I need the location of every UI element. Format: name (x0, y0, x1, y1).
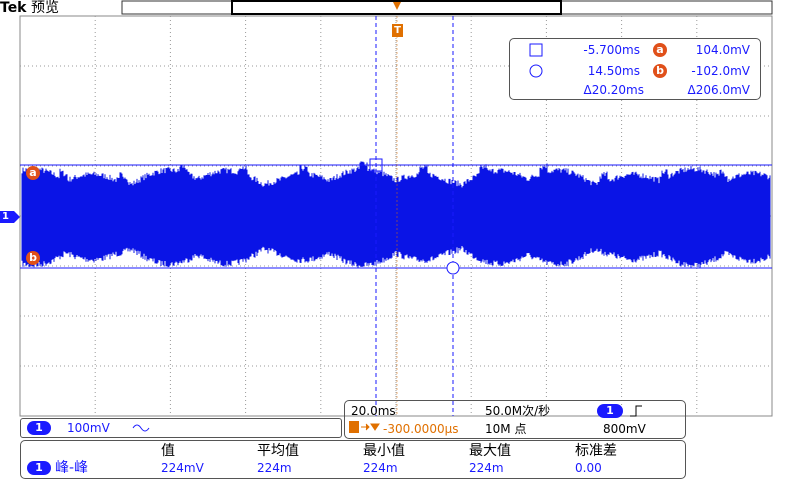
channel-marker (0, 211, 20, 223)
trigger-source: 1 (597, 404, 623, 418)
waveform (21, 161, 771, 269)
cursor-a-value: 104.0mV (695, 43, 750, 57)
cursor-b-badge: b (653, 64, 667, 78)
mode: 预览 (30, 0, 59, 16)
measurement-value: 224m (363, 461, 398, 475)
trigger-marker: T (392, 24, 403, 37)
channel-scale: 100mV (67, 421, 110, 435)
time-scale: 20.0ms (351, 404, 396, 418)
cursor-readout: -5.700ms a 104.0mV 14.50ms b -102.0mV Δ2… (509, 38, 761, 100)
cursor-circle (446, 261, 460, 275)
measurement-header: 最小值 (363, 443, 405, 459)
delta-time: Δ20.20ms (583, 83, 644, 97)
cursor-a-time: -5.700ms (583, 43, 640, 57)
square-icon (529, 43, 543, 57)
brand: Tek (0, 0, 27, 16)
trigger-pos-icon (349, 421, 359, 433)
cursor-square (369, 158, 383, 172)
measurement-value: 0.00 (575, 461, 602, 475)
measurement-type: 峰-峰 (55, 460, 89, 476)
delta-value: Δ206.0mV (687, 83, 750, 97)
sample-rate: 50.0M次/秒 (485, 404, 551, 418)
measurement-header: 标准差 (575, 443, 617, 459)
record-length: 10M 点 (485, 422, 527, 436)
channel-box: 1 100mV (20, 418, 342, 438)
measurement-header: 值 (161, 443, 175, 459)
measurement-value: 224mV (161, 461, 204, 475)
measurement-source: 1 (27, 461, 51, 475)
circle-icon (529, 64, 543, 78)
cursor-b-time: 14.50ms (587, 64, 640, 78)
measurement-header: 平均值 (257, 443, 299, 459)
channel-number: 1 (27, 421, 51, 435)
edge-icon (630, 405, 642, 417)
readout-icons (529, 43, 543, 78)
cursor-a-marker: a (26, 166, 40, 180)
header: Tek 预览 (0, 0, 59, 16)
trigger-arrow (361, 423, 380, 431)
measurement-header: 最大值 (469, 443, 511, 459)
measurement-value: 224m (257, 461, 292, 475)
trigger-level: 800mV (603, 422, 646, 436)
trigger-pos-top (393, 2, 401, 10)
horizontal-position: -300.0000µs (383, 422, 459, 436)
cursor-b-value: -102.0mV (691, 64, 750, 78)
cursor-b-marker: b (26, 251, 40, 265)
cursor-a-badge: a (653, 43, 667, 57)
measurement-value: 224m (469, 461, 504, 475)
measurement-box: 值 平均值 最小值 最大值 标准差 1 峰-峰 224mV 224m 224m 224m 0.00 (20, 440, 686, 479)
timebase-box: 20.0ms 50.0M次/秒 1 -300.0000µs 10M 点 800m… (344, 400, 686, 439)
channel-marker-label: 1 (2, 211, 9, 222)
bw-icon (132, 424, 150, 432)
